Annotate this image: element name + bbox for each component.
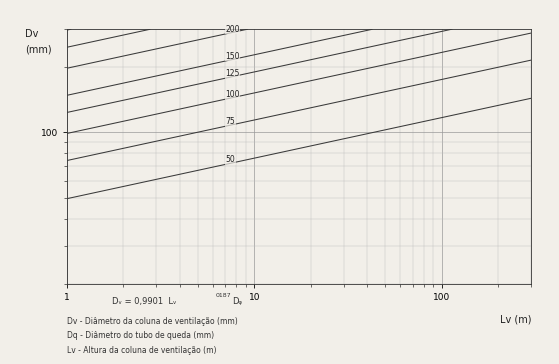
Text: Dq - Diâmetro do tubo de queda (mm): Dq - Diâmetro do tubo de queda (mm) bbox=[67, 331, 214, 340]
Text: 200: 200 bbox=[225, 25, 240, 34]
Text: Lv - Altura da coluna de ventilação (m): Lv - Altura da coluna de ventilação (m) bbox=[67, 346, 216, 355]
Text: Dv: Dv bbox=[25, 29, 39, 39]
Text: Lv (m): Lv (m) bbox=[500, 314, 531, 324]
Text: Dv - Diâmetro da coluna de ventilação (mm): Dv - Diâmetro da coluna de ventilação (m… bbox=[67, 317, 238, 326]
Text: 75: 75 bbox=[225, 117, 235, 126]
Text: Dᵩ: Dᵩ bbox=[232, 297, 242, 306]
Text: 150: 150 bbox=[225, 52, 240, 61]
Text: 0187: 0187 bbox=[215, 293, 231, 298]
Text: 100: 100 bbox=[225, 90, 240, 99]
Text: 125: 125 bbox=[225, 69, 240, 78]
Text: Dᵥ = 0,9901  Lᵥ: Dᵥ = 0,9901 Lᵥ bbox=[112, 297, 176, 306]
Text: (mm): (mm) bbox=[25, 44, 52, 54]
Text: 50: 50 bbox=[225, 155, 235, 165]
